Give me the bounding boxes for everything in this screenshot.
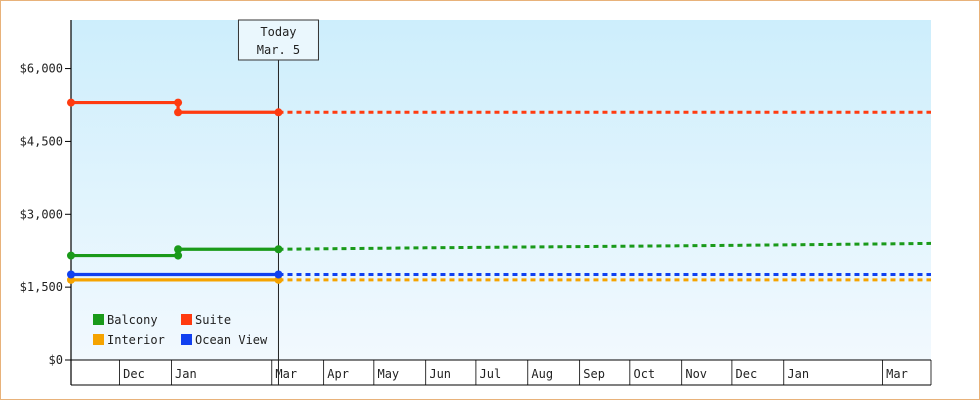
month-label: Nov [685, 367, 707, 381]
today-label: Today [260, 25, 296, 39]
data-point-suite [174, 98, 183, 107]
data-point-ocean-view [67, 270, 75, 279]
data-point-balcony [274, 245, 283, 254]
month-label: May [377, 367, 399, 381]
month-label: Oct [633, 367, 655, 381]
month-label: Mar [275, 367, 297, 381]
month-label: Dec [736, 367, 758, 381]
legend-label-suite: Suite [195, 313, 231, 327]
month-label: Aug [531, 367, 553, 381]
data-point-suite [174, 108, 183, 117]
month-label: Dec [123, 367, 145, 381]
y-tick-label: $6,000 [20, 62, 63, 76]
data-point-suite [274, 108, 283, 117]
data-point-suite [67, 98, 75, 107]
series-line-suite [71, 100, 279, 114]
forecast-line-balcony [278, 241, 932, 251]
data-point-balcony [174, 245, 183, 254]
data-point-balcony [67, 251, 75, 260]
y-tick-label: $3,000 [20, 207, 63, 221]
legend-swatch-ocean-view [181, 334, 192, 345]
month-label: Mar [886, 367, 908, 381]
legend-label-balcony: Balcony [107, 313, 158, 327]
data-point-ocean-view [274, 270, 283, 279]
y-tick-label: $4,500 [20, 134, 63, 148]
legend-swatch-balcony [93, 314, 104, 325]
y-tick-label: $1,500 [20, 280, 63, 294]
month-label: Sep [583, 367, 605, 381]
month-label: Jun [429, 367, 451, 381]
data-point-balcony [174, 251, 183, 260]
month-label: Jan [787, 367, 809, 381]
legend-label-interior: Interior [107, 333, 165, 347]
today-box [237, 19, 319, 61]
y-tick-label: $0 [49, 353, 63, 367]
legend-swatch-suite [181, 314, 192, 325]
legend-label-ocean-view: Ocean View [195, 333, 268, 347]
month-label: Apr [327, 367, 349, 381]
today-date: Mar. 5 [257, 43, 300, 57]
legend-swatch-interior [93, 334, 104, 345]
month-label: Jul [480, 367, 502, 381]
plot-area [71, 20, 931, 360]
month-label: Jan [175, 367, 197, 381]
